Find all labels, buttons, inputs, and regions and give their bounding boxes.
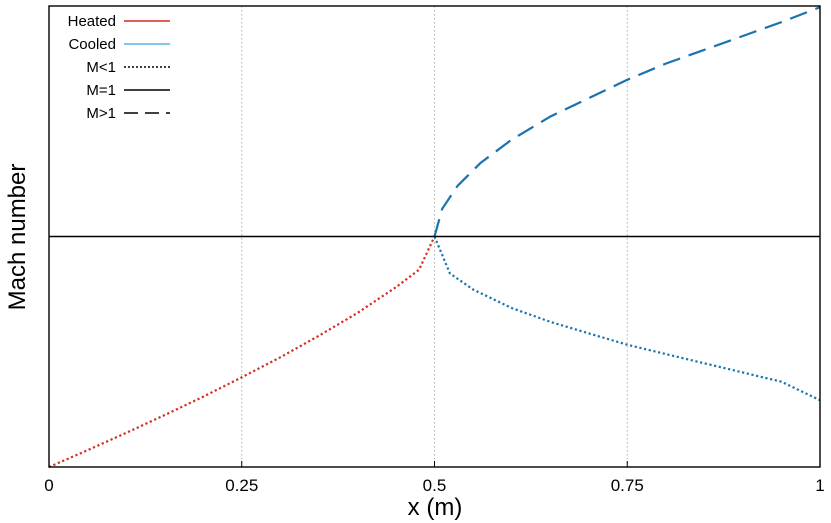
legend: Heated Cooled M<1 M=1 M>1 <box>68 13 170 122</box>
legend-label: M=1 <box>86 82 116 99</box>
x-axis-ticks: 0 0.25 0.5 0.75 1 <box>44 461 825 495</box>
series-line-heated-dotted <box>48 236 436 469</box>
y-axis-label: Mach number <box>4 164 31 311</box>
x-tick-label: 0.75 <box>611 476 644 495</box>
legend-label: M>1 <box>86 105 116 122</box>
legend-label: Cooled <box>68 36 116 53</box>
x-tick-label: 1 <box>815 476 824 495</box>
x-tick-label: 0 <box>44 476 53 495</box>
legend-label: Heated <box>68 13 116 30</box>
legend-label: M<1 <box>86 59 116 76</box>
series-line-cooled-dashed <box>433 6 821 237</box>
x-tick-label: 0.5 <box>423 476 447 495</box>
x-tick-label: 0.25 <box>225 476 258 495</box>
x-axis-label: x (m) <box>408 494 463 521</box>
series-line-cooled-dotted <box>433 236 821 402</box>
series-layer <box>48 6 821 469</box>
grid-lines <box>241 6 628 467</box>
